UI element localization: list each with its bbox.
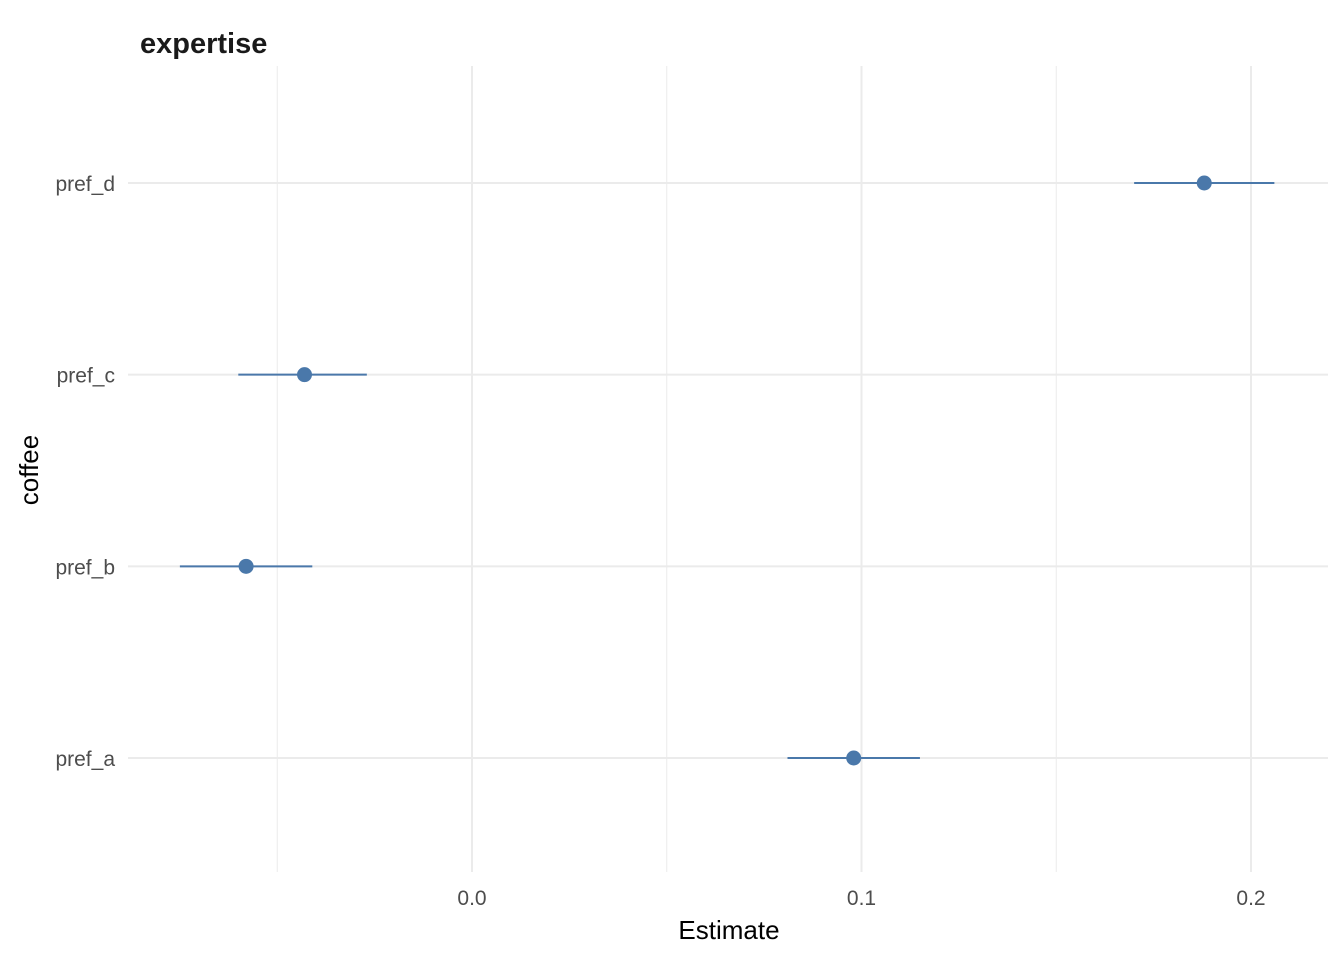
chart-title: expertise xyxy=(140,28,267,60)
x-axis-title: Estimate xyxy=(678,915,779,945)
y-tick-labels: pref_a pref_b pref_c pref_d xyxy=(55,173,115,771)
y-tick-label: pref_b xyxy=(55,556,115,579)
grid xyxy=(128,66,1328,872)
point-pref_a xyxy=(846,750,862,766)
y-tick-label: pref_d xyxy=(55,173,115,196)
point-pref_d xyxy=(1196,175,1212,191)
y-tick-label: pref_a xyxy=(55,748,115,771)
x-tick-label: 0.0 xyxy=(457,887,486,910)
y-tick-label: pref_c xyxy=(57,365,115,388)
y-axis-title: coffee xyxy=(14,435,44,505)
point-pref_b xyxy=(238,558,254,574)
data-marks xyxy=(179,175,1275,766)
point-pref_c xyxy=(297,367,313,383)
x-tick-labels: 0.0 0.1 0.2 xyxy=(457,887,1265,910)
x-tick-label: 0.2 xyxy=(1236,887,1265,910)
x-tick-label: 0.1 xyxy=(847,887,876,910)
